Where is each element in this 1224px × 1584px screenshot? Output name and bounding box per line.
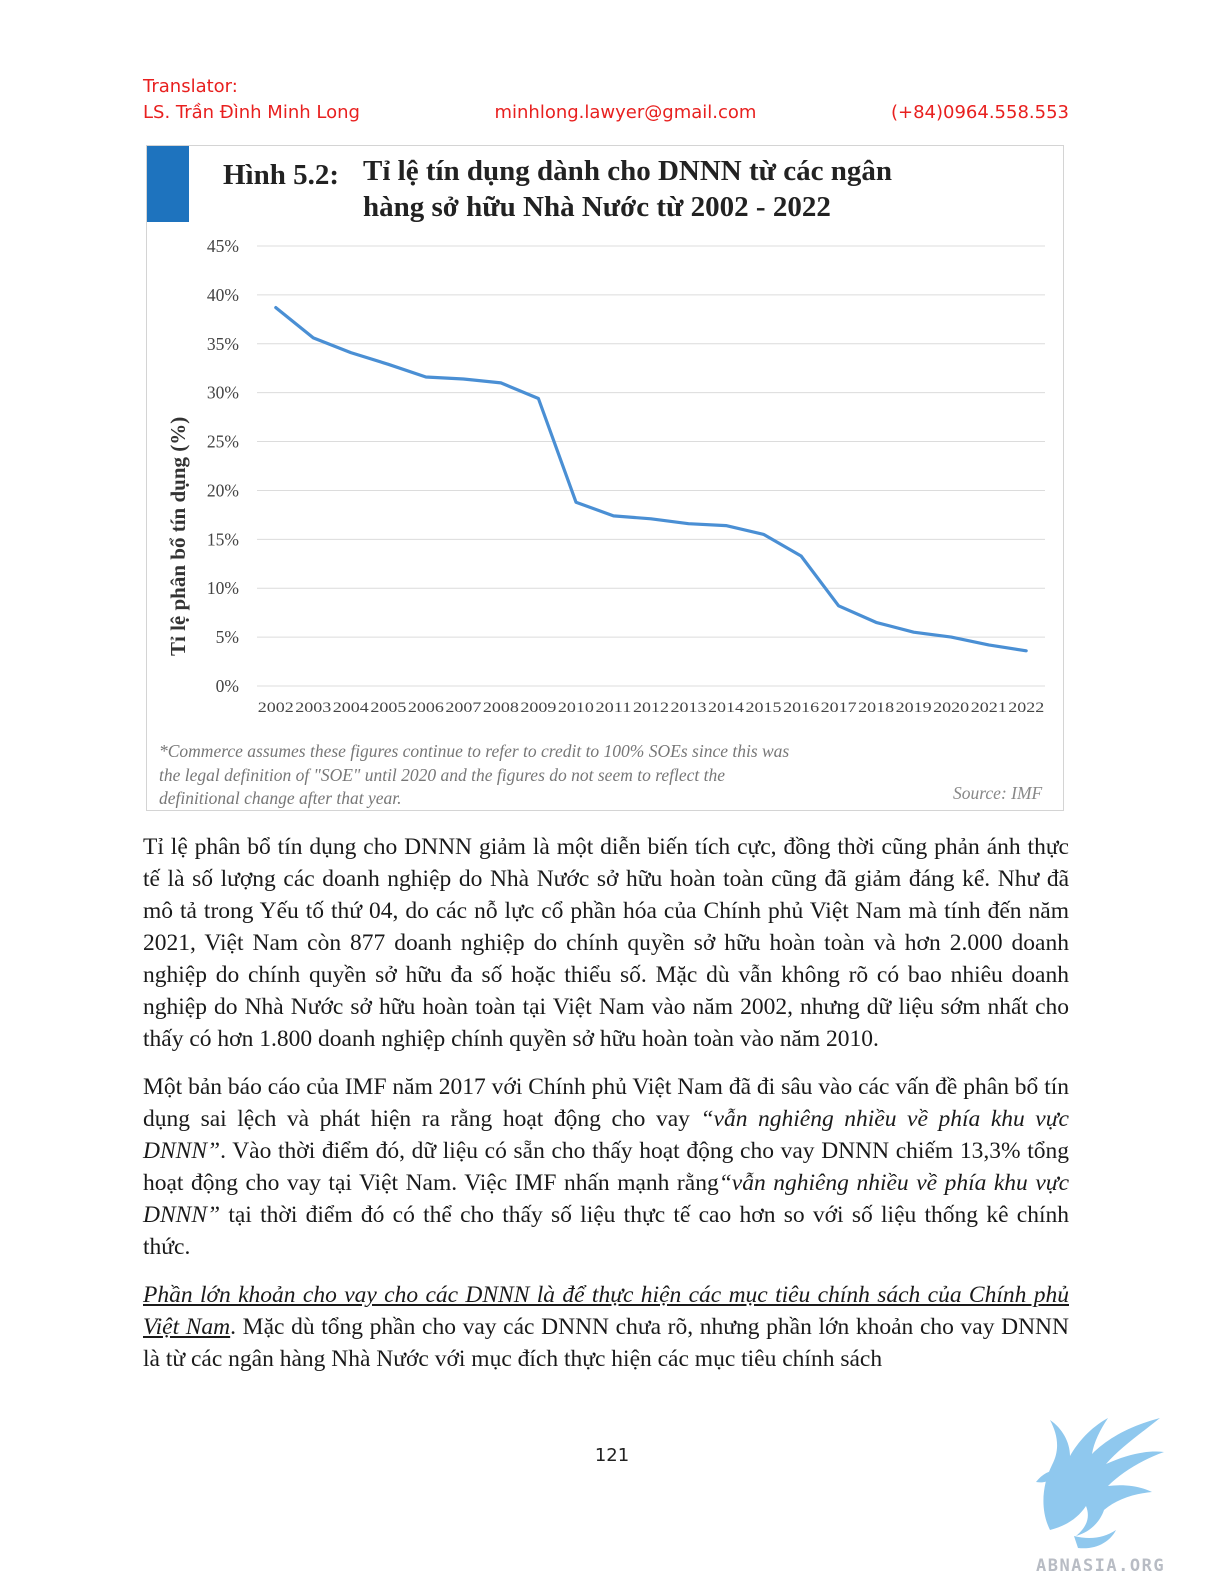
y-tick-label: 40% [207, 285, 239, 305]
y-tick-labels: 0% 5% 10% 15% 20% 25% 30% 35% 40% 45% [207, 236, 239, 696]
x-tick-label: 2007 [445, 700, 482, 716]
p2-quote-1: “vẫn nghiêng nhiều về phía khu vực DNNN” [143, 1106, 1069, 1164]
paragraph-1: Tỉ lệ phân bổ tín dụng cho DNNN giảm là … [143, 834, 1069, 1052]
y-tick-label: 5% [216, 627, 239, 647]
x-tick-label: 2013 [671, 700, 707, 716]
translator-phone[interactable]: (+84)0964.558.553 [891, 102, 1069, 123]
x-tick-label: 2005 [370, 700, 406, 716]
x-tick-label: 2020 [933, 700, 969, 716]
x-tick-label: 2008 [483, 700, 519, 716]
x-tick-label: 2006 [408, 700, 445, 716]
y-tick-label: 45% [207, 236, 239, 256]
y-tick-label: 30% [207, 383, 239, 403]
x-tick-label: 2022 [1008, 700, 1044, 716]
x-tick-label: 2004 [333, 700, 370, 716]
x-tick-label: 2012 [633, 700, 669, 716]
footnote-line1: *Commerce assumes these figures continue… [159, 741, 789, 761]
p2-text-c: . Vào thời điểm đó, dữ liệu có sẵn cho t… [143, 1138, 1069, 1196]
translator-contact-row: LS. Trần Đình Minh Long minhlong.lawyer@… [143, 100, 1069, 126]
p3-text: . Mặc dù tổng phần cho vay các DNNN chưa… [143, 1314, 1069, 1372]
x-tick-label: 2017 [821, 700, 858, 716]
page-number: 121 [594, 1445, 630, 1466]
page-header: Translator: LS. Trần Đình Minh Long minh… [143, 74, 1069, 126]
y-tick-label: 15% [207, 529, 239, 549]
figure-5-2: Hình 5.2: Tỉ lệ tín dụng dành cho DNNN t… [146, 145, 1064, 811]
figure-title-prefix: Hình 5.2: [223, 159, 339, 191]
p3-heading: Phần lớn khoản cho vay cho các DNNN là đ… [143, 1282, 1069, 1340]
y-tick-label: 20% [207, 480, 239, 500]
x-tick-label: 2014 [708, 700, 745, 716]
figure-title-line1: Tỉ lệ tín dụng dành cho DNNN từ các ngân [363, 155, 892, 187]
translator-label: Translator: [143, 76, 238, 97]
paragraph-2: Một bản báo cáo của IMF năm 2017 với Chí… [143, 1071, 1069, 1263]
x-tick-label: 2015 [746, 700, 782, 716]
x-tick-label: 2002 [258, 700, 294, 716]
x-tick-label: 2003 [295, 700, 331, 716]
y-tick-label: 0% [216, 676, 239, 696]
figure-source: Source: IMF [953, 783, 1043, 803]
y-axis-label: Tỉ lệ phân bổ tín dụng (%) [166, 417, 190, 656]
x-tick-label: 2010 [558, 700, 594, 716]
p2-text-e: tại thời điểm đó có thể cho thấy số liệu… [143, 1202, 1069, 1260]
body-text: Tỉ lệ phân bổ tín dụng cho DNNN giảm là … [143, 831, 1069, 1391]
x-tick-label: 2019 [896, 700, 932, 716]
p2-text-a: Một bản báo cáo của IMF năm 2017 với Chí… [143, 1074, 1069, 1132]
footnote-line3: definitional change after that year. [159, 788, 402, 808]
line-chart: Hình 5.2: Tỉ lệ tín dụng dành cho DNNN t… [147, 146, 1045, 808]
chart-grid [257, 245, 1045, 687]
griffin-logo-icon [1036, 1418, 1164, 1549]
paragraph-3: Phần lớn khoản cho vay cho các DNNN là đ… [143, 1279, 1069, 1375]
x-tick-labels: 2002 2003 2004 2005 2006 2007 2008 2009 2010 2011… [258, 700, 1044, 716]
series-line [274, 306, 1028, 653]
translator-email[interactable]: minhlong.lawyer@gmail.com [494, 102, 757, 123]
title-accent-bar [147, 146, 189, 222]
y-tick-label: 10% [207, 578, 239, 598]
y-tick-label: 35% [207, 334, 239, 354]
x-tick-label: 2016 [783, 700, 820, 716]
x-tick-label: 2021 [971, 700, 1007, 716]
y-tick-label: 25% [207, 432, 239, 452]
x-tick-label: 2018 [858, 700, 894, 716]
x-tick-label: 2009 [520, 700, 556, 716]
logo-text: ABNASIA.ORG [1036, 1556, 1166, 1576]
x-tick-label: 2011 [595, 700, 631, 716]
translator-name: LS. Trần Đình Minh Long [143, 102, 360, 123]
footnote-line2: the legal definition of "SOE" until 2020… [159, 765, 725, 785]
p2-quote-2: “vẫn nghiêng nhiều về phía khu vực DNNN” [143, 1170, 1070, 1228]
figure-title-line2: hàng sở hữu Nhà Nước từ 2002 - 2022 [363, 191, 831, 223]
